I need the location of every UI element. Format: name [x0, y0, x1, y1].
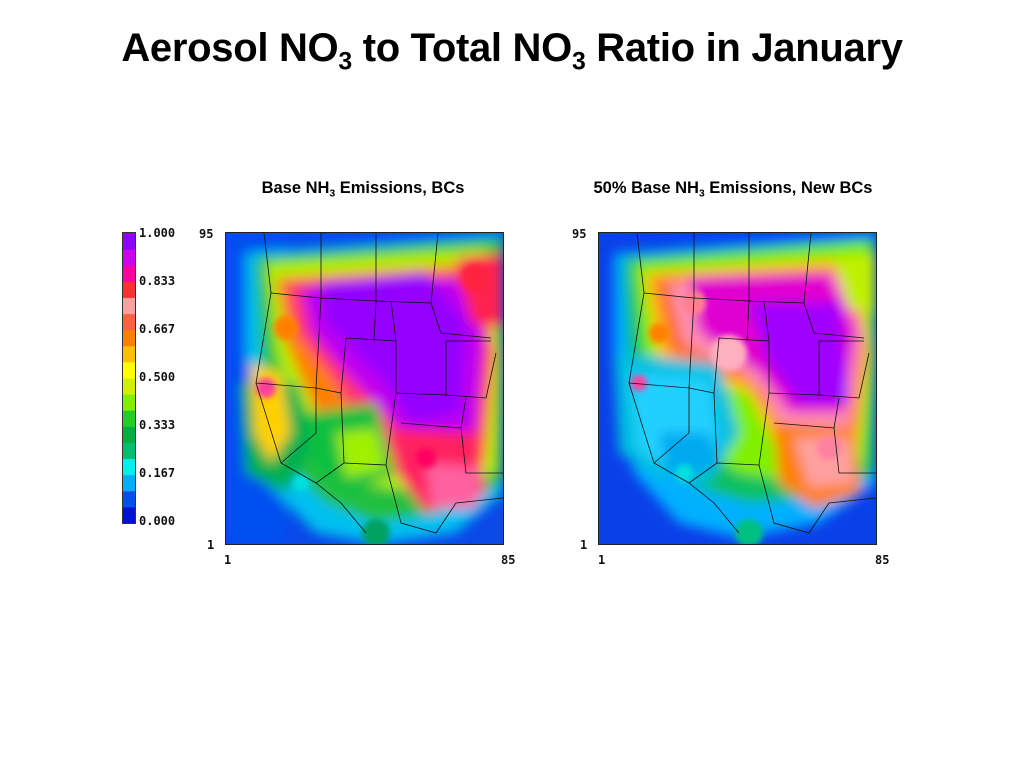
slide-title: Aerosol NO3 to Total NO3 Ratio in Januar…: [121, 26, 903, 76]
y-max-label: 95: [199, 227, 214, 241]
colorbar-band: [123, 410, 135, 427]
colorbar-band: [123, 313, 135, 331]
panel-title-base: Base NH3 Emissions, BCs: [261, 179, 465, 200]
colorbar-band: [123, 281, 135, 298]
colorbar-label: 0.667: [139, 322, 176, 336]
colorbar-band: [123, 265, 135, 282]
x-max-label: 85: [875, 553, 890, 567]
x-min-label: 1: [224, 553, 232, 567]
colorbar-band: [123, 490, 135, 508]
colorbar-band: [123, 506, 135, 523]
colorbar-label: 1.000: [139, 226, 176, 240]
colorbar-label: 0.333: [139, 418, 176, 432]
colorbar-band: [123, 426, 135, 443]
colorbar-band: [123, 442, 135, 460]
colorbar-band: [123, 474, 135, 492]
colorbar-band: [123, 345, 135, 363]
y-min-label: 1: [580, 538, 588, 552]
colorbar-band: [123, 394, 135, 411]
colorbar-band: [123, 329, 135, 347]
x-min-label: 1: [598, 553, 606, 567]
colorbar-band: [123, 458, 135, 476]
colorbar-band: [123, 249, 135, 266]
y-max-label: 95: [572, 227, 587, 241]
colorbar-band: [123, 378, 135, 395]
colorbar-band: [123, 297, 135, 315]
colorbar-label: 0.833: [139, 274, 176, 288]
colorbar-band: [123, 233, 135, 250]
colorbar-band: [123, 361, 135, 379]
colorbar-label: 0.167: [139, 466, 176, 480]
colorbar-label: 0.500: [139, 370, 176, 384]
x-max-label: 85: [501, 553, 516, 567]
panel-title-50pct: 50% Base NH3 Emissions, New BCs: [593, 179, 873, 200]
colorbar-label: 0.000: [139, 514, 176, 528]
colorbar: [122, 232, 136, 524]
map-50pct-emissions: [598, 232, 877, 545]
y-min-label: 1: [207, 538, 215, 552]
map-base-emissions: [225, 232, 504, 545]
